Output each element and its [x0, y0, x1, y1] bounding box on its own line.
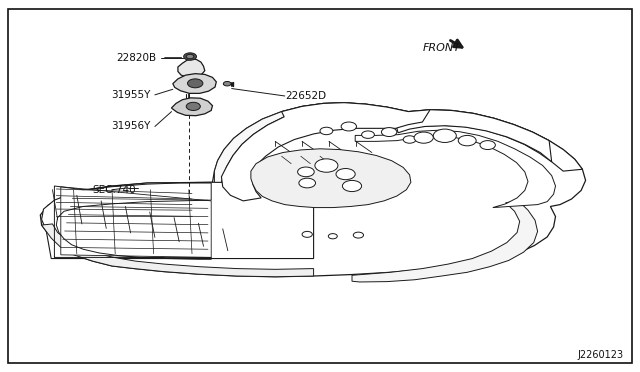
Circle shape: [186, 102, 200, 110]
Polygon shape: [42, 182, 314, 259]
Circle shape: [184, 53, 196, 60]
Circle shape: [328, 234, 337, 239]
Polygon shape: [42, 224, 314, 277]
Polygon shape: [397, 110, 552, 162]
Circle shape: [315, 159, 338, 172]
Polygon shape: [172, 98, 212, 116]
Circle shape: [299, 178, 316, 188]
Circle shape: [480, 141, 495, 150]
Polygon shape: [61, 187, 211, 257]
Circle shape: [223, 81, 231, 86]
Polygon shape: [251, 149, 411, 208]
Polygon shape: [173, 74, 216, 93]
Circle shape: [336, 169, 355, 180]
Circle shape: [362, 131, 374, 138]
Text: 31955Y: 31955Y: [111, 90, 150, 100]
Polygon shape: [221, 103, 582, 201]
Polygon shape: [355, 130, 556, 208]
Polygon shape: [178, 59, 205, 77]
Text: J2260123: J2260123: [578, 350, 624, 360]
Circle shape: [298, 167, 314, 177]
Circle shape: [341, 122, 356, 131]
Circle shape: [320, 127, 333, 135]
Text: SEC.740: SEC.740: [93, 185, 136, 195]
Polygon shape: [214, 103, 430, 182]
Circle shape: [403, 136, 416, 143]
Circle shape: [458, 135, 476, 146]
Circle shape: [342, 180, 362, 192]
Text: 22652D: 22652D: [285, 91, 326, 101]
Circle shape: [433, 129, 456, 142]
Text: 31956Y: 31956Y: [111, 122, 150, 131]
Circle shape: [186, 54, 194, 59]
Circle shape: [381, 128, 397, 137]
Circle shape: [188, 79, 203, 88]
Circle shape: [302, 231, 312, 237]
Circle shape: [353, 232, 364, 238]
Polygon shape: [352, 201, 538, 282]
Text: 22820B: 22820B: [116, 53, 157, 62]
Polygon shape: [40, 103, 586, 277]
Circle shape: [414, 132, 433, 143]
Text: FRONT: FRONT: [422, 44, 460, 53]
